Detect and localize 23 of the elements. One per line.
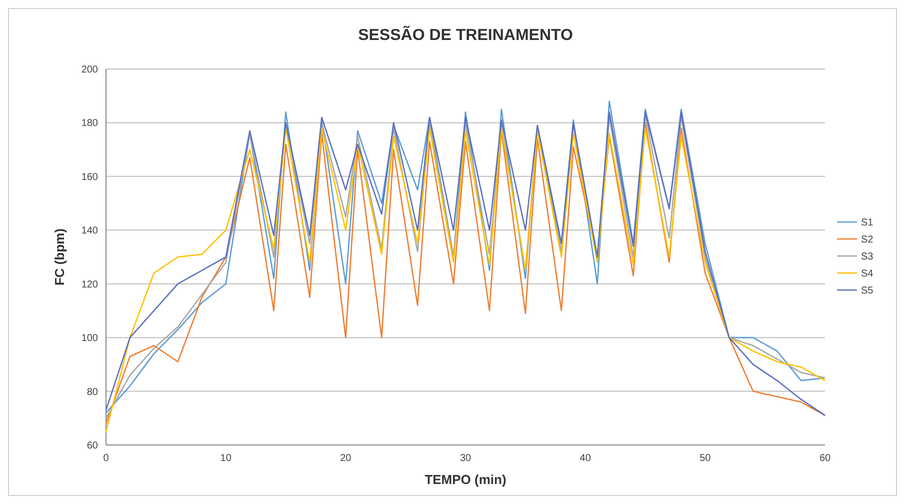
x-tick-label: 40	[580, 453, 592, 464]
y-tick-label: 120	[81, 279, 98, 290]
y-tick-label: 100	[81, 333, 98, 344]
y-tick-label: 140	[81, 226, 98, 237]
x-tick-label: 0	[103, 453, 110, 464]
x-axis-title: TEMPO (min)	[424, 472, 506, 487]
legend-label: S4	[861, 268, 874, 280]
legend-label: S2	[861, 234, 874, 246]
y-tick-label: 60	[86, 440, 98, 452]
y-tick-label: 80	[86, 386, 98, 398]
y-axis-title: FC (bpm)	[52, 228, 67, 286]
x-tick-label: 10	[220, 453, 232, 464]
y-tick-label: 180	[81, 118, 98, 130]
y-tick-label: 200	[81, 64, 98, 76]
x-tick-label: 20	[340, 453, 352, 464]
x-tick-label: 60	[819, 453, 831, 464]
legend-label: S5	[861, 286, 874, 296]
x-tick-label: 30	[460, 453, 472, 464]
legend-label: S3	[861, 252, 874, 262]
legend-label: S1	[861, 218, 874, 228]
chart-title: SESSÃO DE TREINAMENTO	[358, 25, 573, 44]
x-tick-label: 50	[700, 453, 712, 464]
y-tick-label: 160	[81, 172, 98, 183]
